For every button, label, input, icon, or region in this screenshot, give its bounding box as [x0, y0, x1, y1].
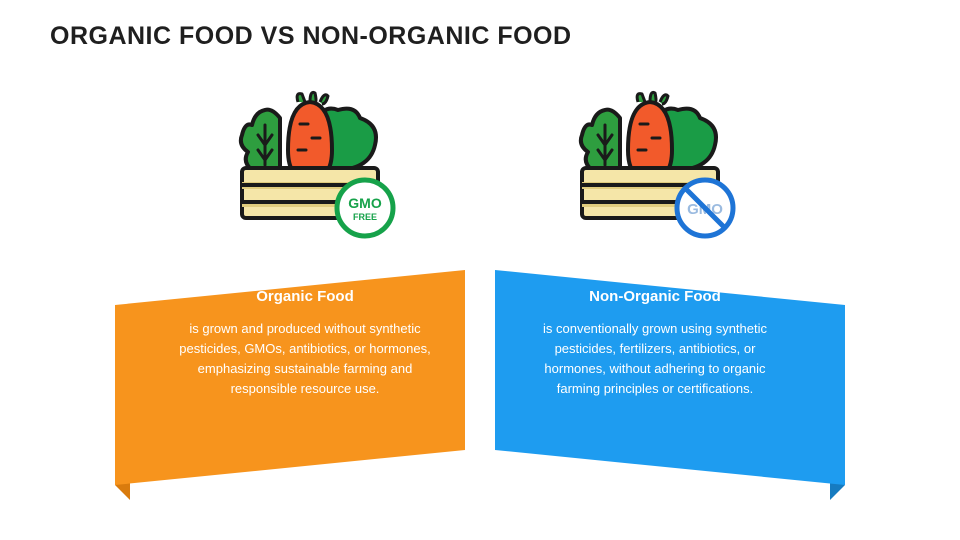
column-organic: GMO FREE Organic Food is grown and produ…: [0, 90, 480, 510]
column-non-organic: GMO Non-Organic Food is conventionally g…: [480, 90, 960, 510]
panel-heading-non-organic: Non-Organic Food: [525, 288, 785, 305]
panel-body-non-organic: is conventionally grown using synthetic …: [525, 319, 785, 400]
panel-non-organic: Non-Organic Food is conventionally grown…: [495, 270, 845, 480]
badge-line2: FREE: [353, 212, 377, 222]
panel-organic: Organic Food is grown and produced witho…: [115, 270, 465, 480]
gmo-free-badge-icon: GMO FREE: [337, 180, 393, 236]
panel-heading-organic: Organic Food: [175, 288, 435, 305]
badge-line1: GMO: [348, 195, 382, 211]
vegetable-crate-icon: GMO FREE: [220, 90, 400, 240]
page-title: ORGANIC FOOD VS NON-ORGANIC FOOD: [50, 22, 572, 51]
gmo-slash-badge-icon: GMO: [677, 180, 733, 236]
comparison-columns: GMO FREE Organic Food is grown and produ…: [0, 90, 960, 510]
vegetable-crate-icon: GMO: [560, 90, 740, 240]
panel-body-organic: is grown and produced without synthetic …: [175, 319, 435, 400]
